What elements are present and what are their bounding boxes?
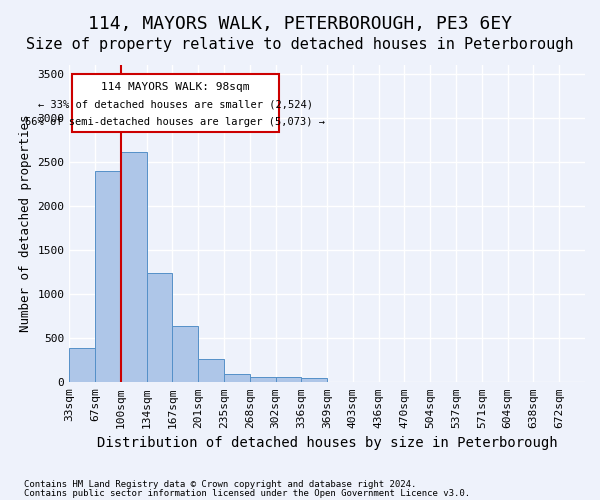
Bar <box>121 152 146 382</box>
FancyBboxPatch shape <box>73 74 278 132</box>
Bar <box>146 273 172 382</box>
Text: Contains public sector information licensed under the Open Government Licence v3: Contains public sector information licen… <box>24 488 470 498</box>
Text: 114 MAYORS WALK: 98sqm: 114 MAYORS WALK: 98sqm <box>101 82 250 92</box>
Bar <box>301 378 327 382</box>
Text: ← 33% of detached houses are smaller (2,524): ← 33% of detached houses are smaller (2,… <box>38 99 313 109</box>
Bar <box>224 374 250 382</box>
Bar <box>69 348 95 382</box>
Bar <box>275 378 301 382</box>
Text: Size of property relative to detached houses in Peterborough: Size of property relative to detached ho… <box>26 38 574 52</box>
Bar <box>250 377 275 382</box>
X-axis label: Distribution of detached houses by size in Peterborough: Distribution of detached houses by size … <box>97 436 557 450</box>
Bar <box>198 360 224 382</box>
Text: Contains HM Land Registry data © Crown copyright and database right 2024.: Contains HM Land Registry data © Crown c… <box>24 480 416 489</box>
Y-axis label: Number of detached properties: Number of detached properties <box>19 115 32 332</box>
Text: 114, MAYORS WALK, PETERBOROUGH, PE3 6EY: 114, MAYORS WALK, PETERBOROUGH, PE3 6EY <box>88 15 512 33</box>
Bar <box>95 171 121 382</box>
Bar <box>172 326 198 382</box>
Text: 66% of semi-detached houses are larger (5,073) →: 66% of semi-detached houses are larger (… <box>25 116 325 126</box>
